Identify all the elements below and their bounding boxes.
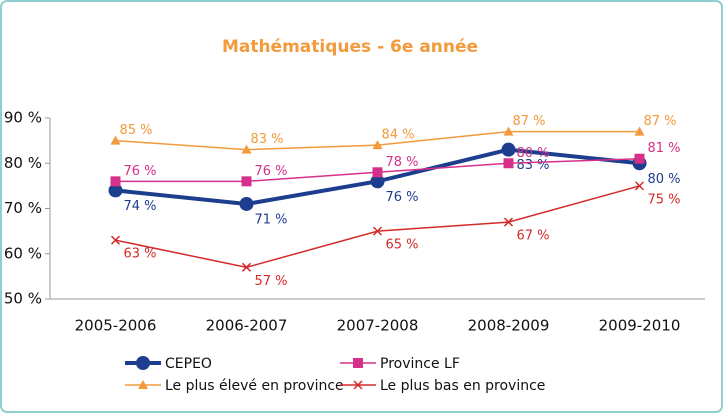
data-label: 63 % [124, 247, 157, 262]
chart-title: Mathématiques - 6e année [222, 37, 478, 57]
y-tick-label: 50 % [4, 290, 42, 308]
point [501, 142, 516, 157]
point [353, 358, 363, 368]
point [108, 183, 123, 198]
legend-label: Le plus élevé en province [165, 378, 344, 394]
point [353, 380, 363, 390]
data-label: 76 % [124, 164, 157, 179]
data-label: 65 % [386, 238, 419, 253]
point [634, 181, 645, 191]
data-label: 85 % [120, 123, 153, 138]
data-label: 57 % [255, 274, 288, 289]
y-tick-label: 60 % [4, 244, 42, 262]
data-label: 87 % [644, 114, 677, 129]
data-label: 67 % [517, 229, 550, 244]
point [110, 176, 121, 187]
data-label: 76 % [255, 164, 288, 179]
data-label: 80 % [517, 146, 550, 161]
data-label: 74 % [124, 199, 157, 214]
point [138, 380, 148, 389]
legend-label: CEPEO [165, 356, 212, 372]
legend-label: Le plus bas en province [380, 378, 545, 394]
point [239, 196, 254, 211]
point [370, 174, 385, 189]
data-label: 87 % [513, 114, 546, 129]
point [503, 158, 514, 169]
x-tick-label: 2005-2006 [75, 317, 157, 335]
data-label: 71 % [255, 212, 288, 227]
y-tick-label: 80 % [4, 154, 42, 172]
legend-label: Province LF [380, 356, 460, 372]
data-label: 78 % [386, 155, 419, 170]
point [372, 167, 383, 178]
data-label: 80 % [648, 172, 681, 187]
point [372, 140, 383, 150]
data-label: 81 % [648, 141, 681, 156]
x-tick-label: 2008-2009 [468, 317, 550, 335]
point [241, 176, 252, 187]
data-label: 83 % [251, 132, 284, 147]
point [503, 217, 514, 227]
y-tick-label: 90 % [4, 109, 42, 127]
x-tick-label: 2009-2010 [599, 317, 681, 335]
point [110, 135, 121, 145]
point [634, 126, 645, 136]
data-label: 76 % [386, 190, 419, 205]
point [136, 356, 150, 370]
point [634, 153, 645, 164]
data-label: 75 % [648, 192, 681, 207]
point [241, 262, 252, 272]
point [372, 226, 383, 236]
y-tick-label: 70 % [4, 199, 42, 217]
point [503, 126, 514, 136]
point [241, 144, 252, 154]
x-tick-label: 2007-2008 [337, 317, 419, 335]
x-tick-label: 2006-2007 [206, 317, 288, 335]
data-label: 84 % [382, 128, 415, 143]
point [110, 235, 121, 245]
